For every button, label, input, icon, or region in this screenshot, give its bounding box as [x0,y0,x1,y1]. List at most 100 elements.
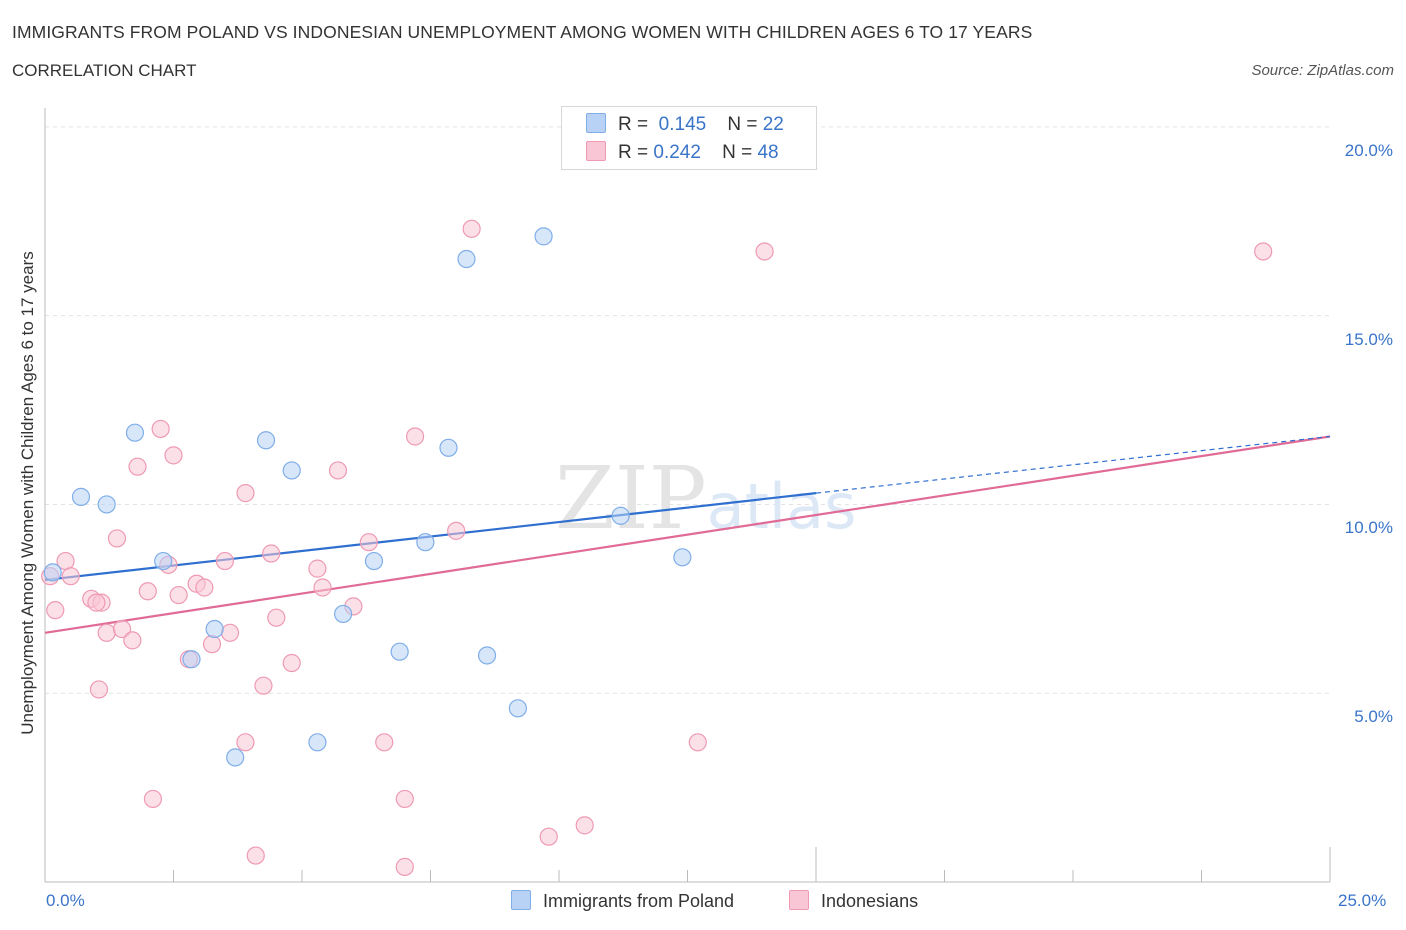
y-tick-label: 5.0% [1354,707,1393,727]
watermark-atlas: atlas [707,470,857,543]
legend-n-value-poland: 22 [762,114,784,135]
data-point [688,733,707,752]
data-point [405,427,425,446]
data-point [215,551,234,571]
data-point [457,249,476,269]
watermark-zip: ZIP [555,449,707,549]
data-point [575,816,594,835]
data-point [202,635,222,654]
data-point [138,582,157,601]
data-point [97,495,116,514]
data-point [87,593,106,612]
data-point [182,650,201,669]
data-point [154,551,173,571]
data-point [236,733,255,752]
data-point [226,748,245,767]
legend-r-label: R = [618,142,649,163]
legend-n-label: N = [722,142,753,163]
bottom-legend-indonesians: Indonesians [789,890,918,912]
data-point [416,533,435,552]
bottom-legend-swatch-indonesians [789,890,809,910]
bottom-legend-poland: Immigrants from Poland [511,890,734,912]
legend-n-label: N = [727,114,758,135]
data-point [1254,242,1273,261]
legend-swatch-poland [586,113,606,133]
bottom-legend-label-indonesians: Indonesians [821,891,919,911]
data-point [673,548,692,567]
data-point [390,642,409,661]
y-tick-label: 15.0% [1344,329,1393,349]
data-point [71,487,91,506]
y-tick-label: 10.0% [1344,518,1393,538]
chart-subtitle: CORRELATION CHART [12,61,197,80]
data-point [447,521,466,540]
axes [44,108,1331,883]
trend-line-poland-extension [815,435,1331,494]
data-point [112,619,132,639]
data-point [43,563,62,582]
data-point [123,631,142,650]
data-point [755,242,774,261]
data-point [164,446,183,465]
data-point [246,846,265,865]
stats-legend: R = 0.145 N = 22 R = 0.242 N = 48 [561,106,817,170]
data-point [375,733,394,752]
legend-r-label: R = [618,114,649,135]
data-point [254,676,273,695]
data-point [611,506,630,525]
data-point [205,619,224,639]
y-axis-label: Unemployment Among Women with Children A… [18,251,37,735]
bottom-legend-swatch-poland [511,890,531,910]
legend-row-indonesians: R = 0.242 N = 48 [586,141,779,165]
data-point [282,461,301,480]
grid-lines [45,126,1330,694]
data-point [462,219,481,238]
x-tick-label-min: 0.0% [46,891,85,910]
data-point [169,585,188,605]
source-credit: Source: ZipAtlas.com [1251,62,1394,79]
legend-row-poland: R = 0.145 N = 22 [586,113,784,137]
data-point [395,789,414,809]
data-point [439,438,458,457]
legend-swatch-indonesians [586,141,606,161]
data-point [143,789,163,809]
legend-r-value-indonesians: 0.242 [653,142,701,163]
y-tick-label: 20.0% [1344,140,1393,160]
legend-r-value-poland: 0.145 [658,114,707,135]
data-point [220,623,240,642]
data-point [477,646,497,665]
data-point [262,544,281,563]
data-point [236,484,255,503]
data-point [508,699,527,718]
data-point [267,608,286,627]
bottom-legend-label-poland: Immigrants from Poland [543,891,735,911]
data-point [61,567,80,586]
series-indonesians-points [41,219,1273,876]
series-poland-points [43,227,692,767]
legend-n-value-indonesians: 48 [757,142,779,163]
data-point [282,653,301,673]
data-point [256,431,276,450]
data-point [46,601,65,620]
data-point [534,227,553,246]
data-point [97,623,116,642]
data-point [539,827,558,846]
chart-title: IMMIGRANTS FROM POLAND VS INDONESIAN UNE… [12,22,1033,42]
data-point [328,461,348,480]
data-point [107,529,127,548]
data-point [364,551,384,571]
data-point [308,559,327,578]
watermark: ZIPatlas [555,449,856,549]
data-point [151,419,170,439]
data-point [308,733,327,752]
trend-line-indonesians [44,435,1331,634]
data-point [313,578,332,597]
data-point [395,857,414,876]
data-point [128,457,147,476]
x-tick-label-max: 25.0% [1338,891,1387,910]
data-point [334,604,353,624]
data-point [125,423,145,442]
data-point [89,680,109,699]
data-point [195,578,214,597]
